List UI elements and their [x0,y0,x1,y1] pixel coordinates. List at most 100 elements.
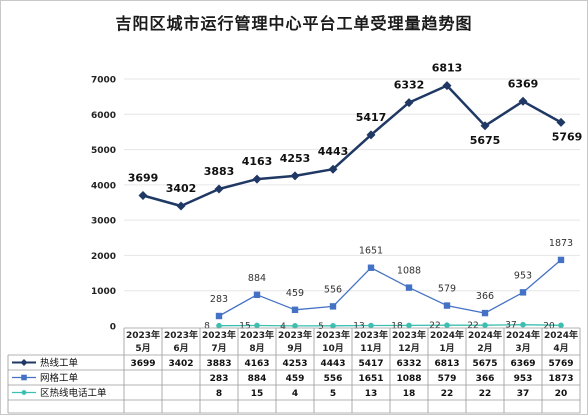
data-point [442,81,452,91]
x-tick-label: 2月 [477,343,492,354]
table-value: 6813 [434,359,459,369]
x-tick-label: 2024年 [544,329,578,341]
legend-label: 热线工单 [40,357,79,369]
table-value: 6332 [396,359,421,369]
data-label: 6369 [508,77,539,90]
y-tick-label: 4000 [91,181,116,191]
table-value: 4443 [320,359,345,369]
data-label: 5769 [552,130,583,143]
data-point [215,312,223,320]
x-tick-label: 2023年 [392,329,426,341]
data-label: 579 [438,284,456,295]
data-point [520,321,526,328]
table-value: 20 [555,389,568,399]
data-label: 5 [318,322,324,332]
data-label: 15 [239,321,250,331]
x-tick-label: 10月 [322,343,344,354]
data-point [406,322,412,329]
x-tick-label: 2023年 [278,329,312,341]
table-value: 366 [476,374,495,384]
table-value: 6369 [510,359,535,369]
series-line [218,259,562,317]
table-value: 884 [248,374,267,384]
table-value: 5675 [472,359,497,369]
data-label: 8 [204,322,210,332]
data-label: 4 [280,322,286,332]
x-tick-label: 2023年 [202,329,236,341]
y-tick-label: 5000 [91,146,116,156]
legend-marker [20,359,28,366]
table-value: 22 [441,389,454,399]
data-label: 4253 [280,152,311,165]
x-tick-label: 7月 [211,343,226,354]
data-label: 1873 [549,238,573,249]
table-value: 4163 [244,359,269,369]
data-point [330,323,336,329]
data-point [176,201,186,211]
x-tick-label: 2024年 [468,329,502,341]
table-value: 5417 [358,359,383,369]
table-value: 8 [216,389,222,399]
data-label: 6813 [432,62,463,75]
data-point [329,303,337,310]
y-tick-label: 3000 [91,217,116,227]
series-line [218,324,562,327]
y-tick-label: 2000 [91,252,116,262]
x-tick-label: 2024年 [506,329,540,341]
data-point [214,184,224,194]
data-label: 5675 [470,134,501,147]
y-tick-label: 6000 [91,111,116,121]
data-label: 3883 [204,165,235,178]
data-label: 1651 [359,246,383,257]
data-point [254,322,260,329]
data-point [558,322,564,329]
data-label: 18 [391,321,403,331]
data-point [366,130,376,140]
data-point [292,323,298,329]
table-value: 22 [479,389,492,399]
y-tick-label: 1000 [91,287,116,297]
legend-marker [21,390,27,395]
data-point [444,322,450,329]
data-point [482,322,488,329]
table-value: 4 [292,389,298,399]
data-label: 3402 [166,182,197,195]
data-label: 3699 [128,171,159,184]
table-value: 5 [330,389,336,399]
data-point [328,164,338,174]
series-line [142,84,562,208]
x-tick-label: 4月 [553,343,568,354]
data-point [404,98,414,108]
data-point [556,117,566,127]
y-tick-label: 0 [110,323,116,333]
x-tick-label: 3月 [515,343,530,354]
data-point [480,121,490,131]
table-value: 1088 [396,374,421,384]
data-point [367,264,375,271]
table-value: 283 [210,374,229,384]
data-label: 6332 [394,79,425,92]
data-label: 283 [210,294,228,305]
data-label: 366 [476,291,494,302]
x-tick-label: 2023年 [164,329,198,341]
data-point [138,190,148,200]
data-point [481,309,489,317]
x-tick-label: 2023年 [240,329,274,341]
data-point [443,302,451,309]
data-point [519,289,527,296]
x-tick-label: 9月 [287,343,302,354]
table-value: 37 [517,389,530,399]
data-point [216,322,222,329]
data-label: 953 [514,270,532,281]
table-value: 953 [514,374,533,384]
legend-label: 网格工单 [40,372,79,384]
legend-label: 区热线电话工单 [40,387,107,399]
data-label: 22 [429,321,440,331]
data-point [405,284,413,291]
data-label: 884 [248,273,266,284]
y-tick-label: 7000 [91,76,116,86]
table-value: 5769 [548,359,573,369]
table-value: 459 [286,374,305,384]
data-point [557,256,565,264]
